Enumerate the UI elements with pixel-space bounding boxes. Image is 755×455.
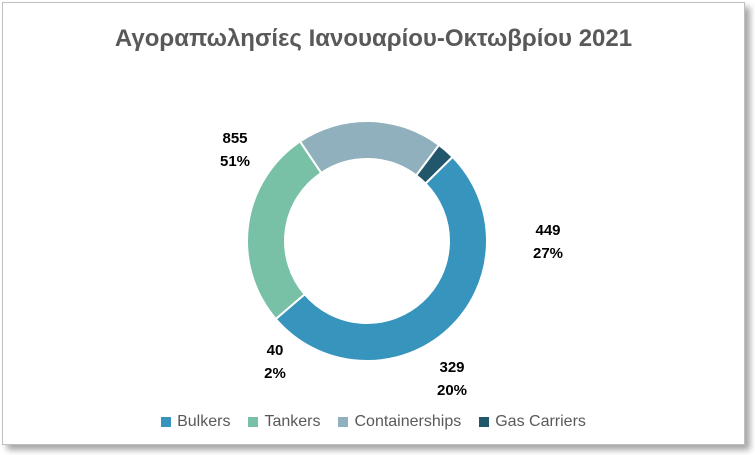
legend-item-containerships: Containerships bbox=[338, 413, 461, 431]
legend-item-tankers: Tankers bbox=[248, 413, 320, 431]
slice-containerships bbox=[298, 120, 441, 177]
legend-swatch-bulkers bbox=[161, 417, 172, 427]
slice-bulkers bbox=[274, 155, 488, 362]
donut-chart: 855 51% 449 27% 329 20% 40 2% bbox=[220, 120, 563, 399]
slice-gas-carriers bbox=[414, 143, 455, 185]
chart-frame: Αγοραπωλησίες Ιανουαρίου-Οκτωβρίου 2021 … bbox=[2, 2, 745, 445]
data-label-percent-tankers: 27% bbox=[533, 245, 563, 262]
slice-tankers bbox=[246, 140, 323, 321]
chart-legend: Bulkers Tankers Containerships Gas Carriers bbox=[3, 413, 744, 431]
legend-label-tankers: Tankers bbox=[264, 413, 321, 430]
legend-swatch-containerships bbox=[338, 417, 349, 427]
data-label-percent-bulkers: 51% bbox=[220, 153, 250, 170]
data-label-value-bulkers: 855 bbox=[222, 130, 247, 147]
data-label-percent-containerships: 20% bbox=[437, 382, 467, 399]
legend-label-bulkers: Bulkers bbox=[177, 413, 231, 430]
legend-label-containerships: Containerships bbox=[354, 413, 462, 430]
legend-item-bulkers: Bulkers bbox=[161, 413, 230, 431]
data-label-value-containerships: 329 bbox=[439, 359, 464, 376]
legend-swatch-tankers bbox=[248, 417, 259, 427]
legend-swatch-gas-carriers bbox=[479, 417, 490, 427]
chart-title: Αγοραπωλησίες Ιανουαρίου-Οκτωβρίου 2021 bbox=[114, 25, 633, 52]
legend-label-gas-carriers: Gas Carriers bbox=[495, 413, 586, 430]
legend-item-gas-carriers: Gas Carriers bbox=[479, 413, 586, 431]
data-label-value-tankers: 449 bbox=[535, 222, 560, 239]
data-label-percent-gas-carriers: 2% bbox=[264, 365, 286, 382]
data-label-value-gas-carriers: 40 bbox=[267, 342, 284, 359]
